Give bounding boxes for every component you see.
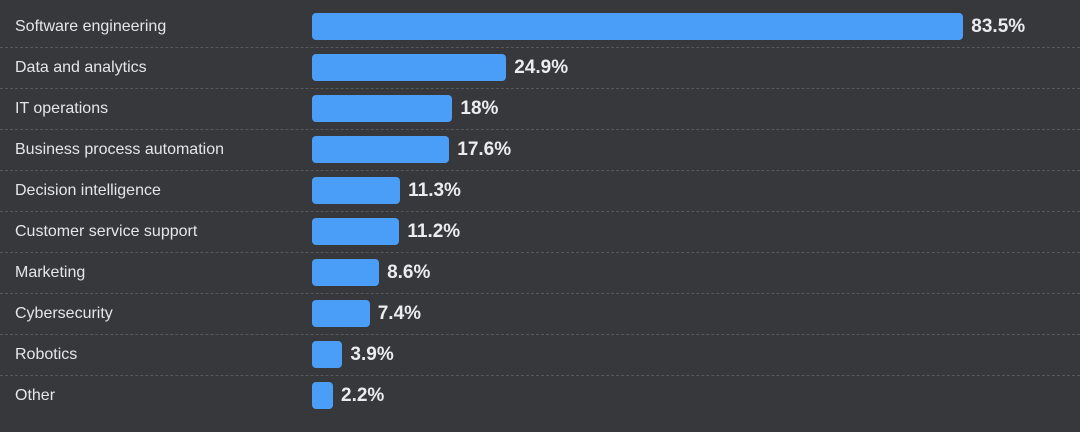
- bar-row: Business process automation 17.6%: [0, 129, 1080, 171]
- bar-row: Other 2.2%: [0, 375, 1080, 416]
- bar: [312, 300, 370, 327]
- bar: [312, 136, 450, 163]
- value-label: 3.9%: [350, 344, 394, 365]
- category-label: Data and analytics: [15, 59, 147, 76]
- bar: [312, 382, 333, 409]
- bar-row: Robotics 3.9%: [0, 334, 1080, 376]
- bar: [312, 13, 964, 40]
- value-label: 8.6%: [387, 262, 431, 283]
- value-label: 18%: [460, 98, 499, 119]
- value-label: 2.2%: [341, 385, 385, 406]
- category-label: Software engineering: [15, 18, 167, 35]
- value-label: 24.9%: [514, 57, 569, 78]
- category-label: Decision intelligence: [15, 182, 161, 199]
- bar: [312, 54, 507, 81]
- bar: [312, 259, 380, 286]
- category-label: Other: [15, 387, 56, 404]
- bar-row: Data and analytics 24.9%: [0, 47, 1080, 89]
- bar: [312, 218, 400, 245]
- bar-row: Software engineering 83.5%: [0, 6, 1080, 48]
- bar-row: Marketing 8.6%: [0, 252, 1080, 294]
- bar: [312, 177, 401, 204]
- category-label: Customer service support: [15, 223, 198, 240]
- value-label: 17.6%: [457, 139, 512, 160]
- category-label: Cybersecurity: [15, 305, 113, 322]
- category-label: Business process automation: [15, 141, 224, 158]
- category-label: Marketing: [15, 264, 86, 281]
- bar-row: Customer service support 11.2%: [0, 211, 1080, 253]
- category-label: IT operations: [15, 100, 109, 117]
- value-label: 7.4%: [377, 303, 422, 324]
- value-label: 83.5%: [971, 16, 1026, 37]
- category-label: Robotics: [15, 346, 78, 363]
- bar-row: Decision intelligence 11.3%: [0, 170, 1080, 212]
- value-label: 11.3%: [408, 180, 461, 201]
- bar-row: IT operations 18%: [0, 88, 1080, 130]
- bar-row: Cybersecurity 7.4%: [0, 293, 1080, 335]
- value-label: 11.2%: [407, 221, 461, 242]
- bar: [312, 341, 343, 368]
- bar: [312, 95, 453, 122]
